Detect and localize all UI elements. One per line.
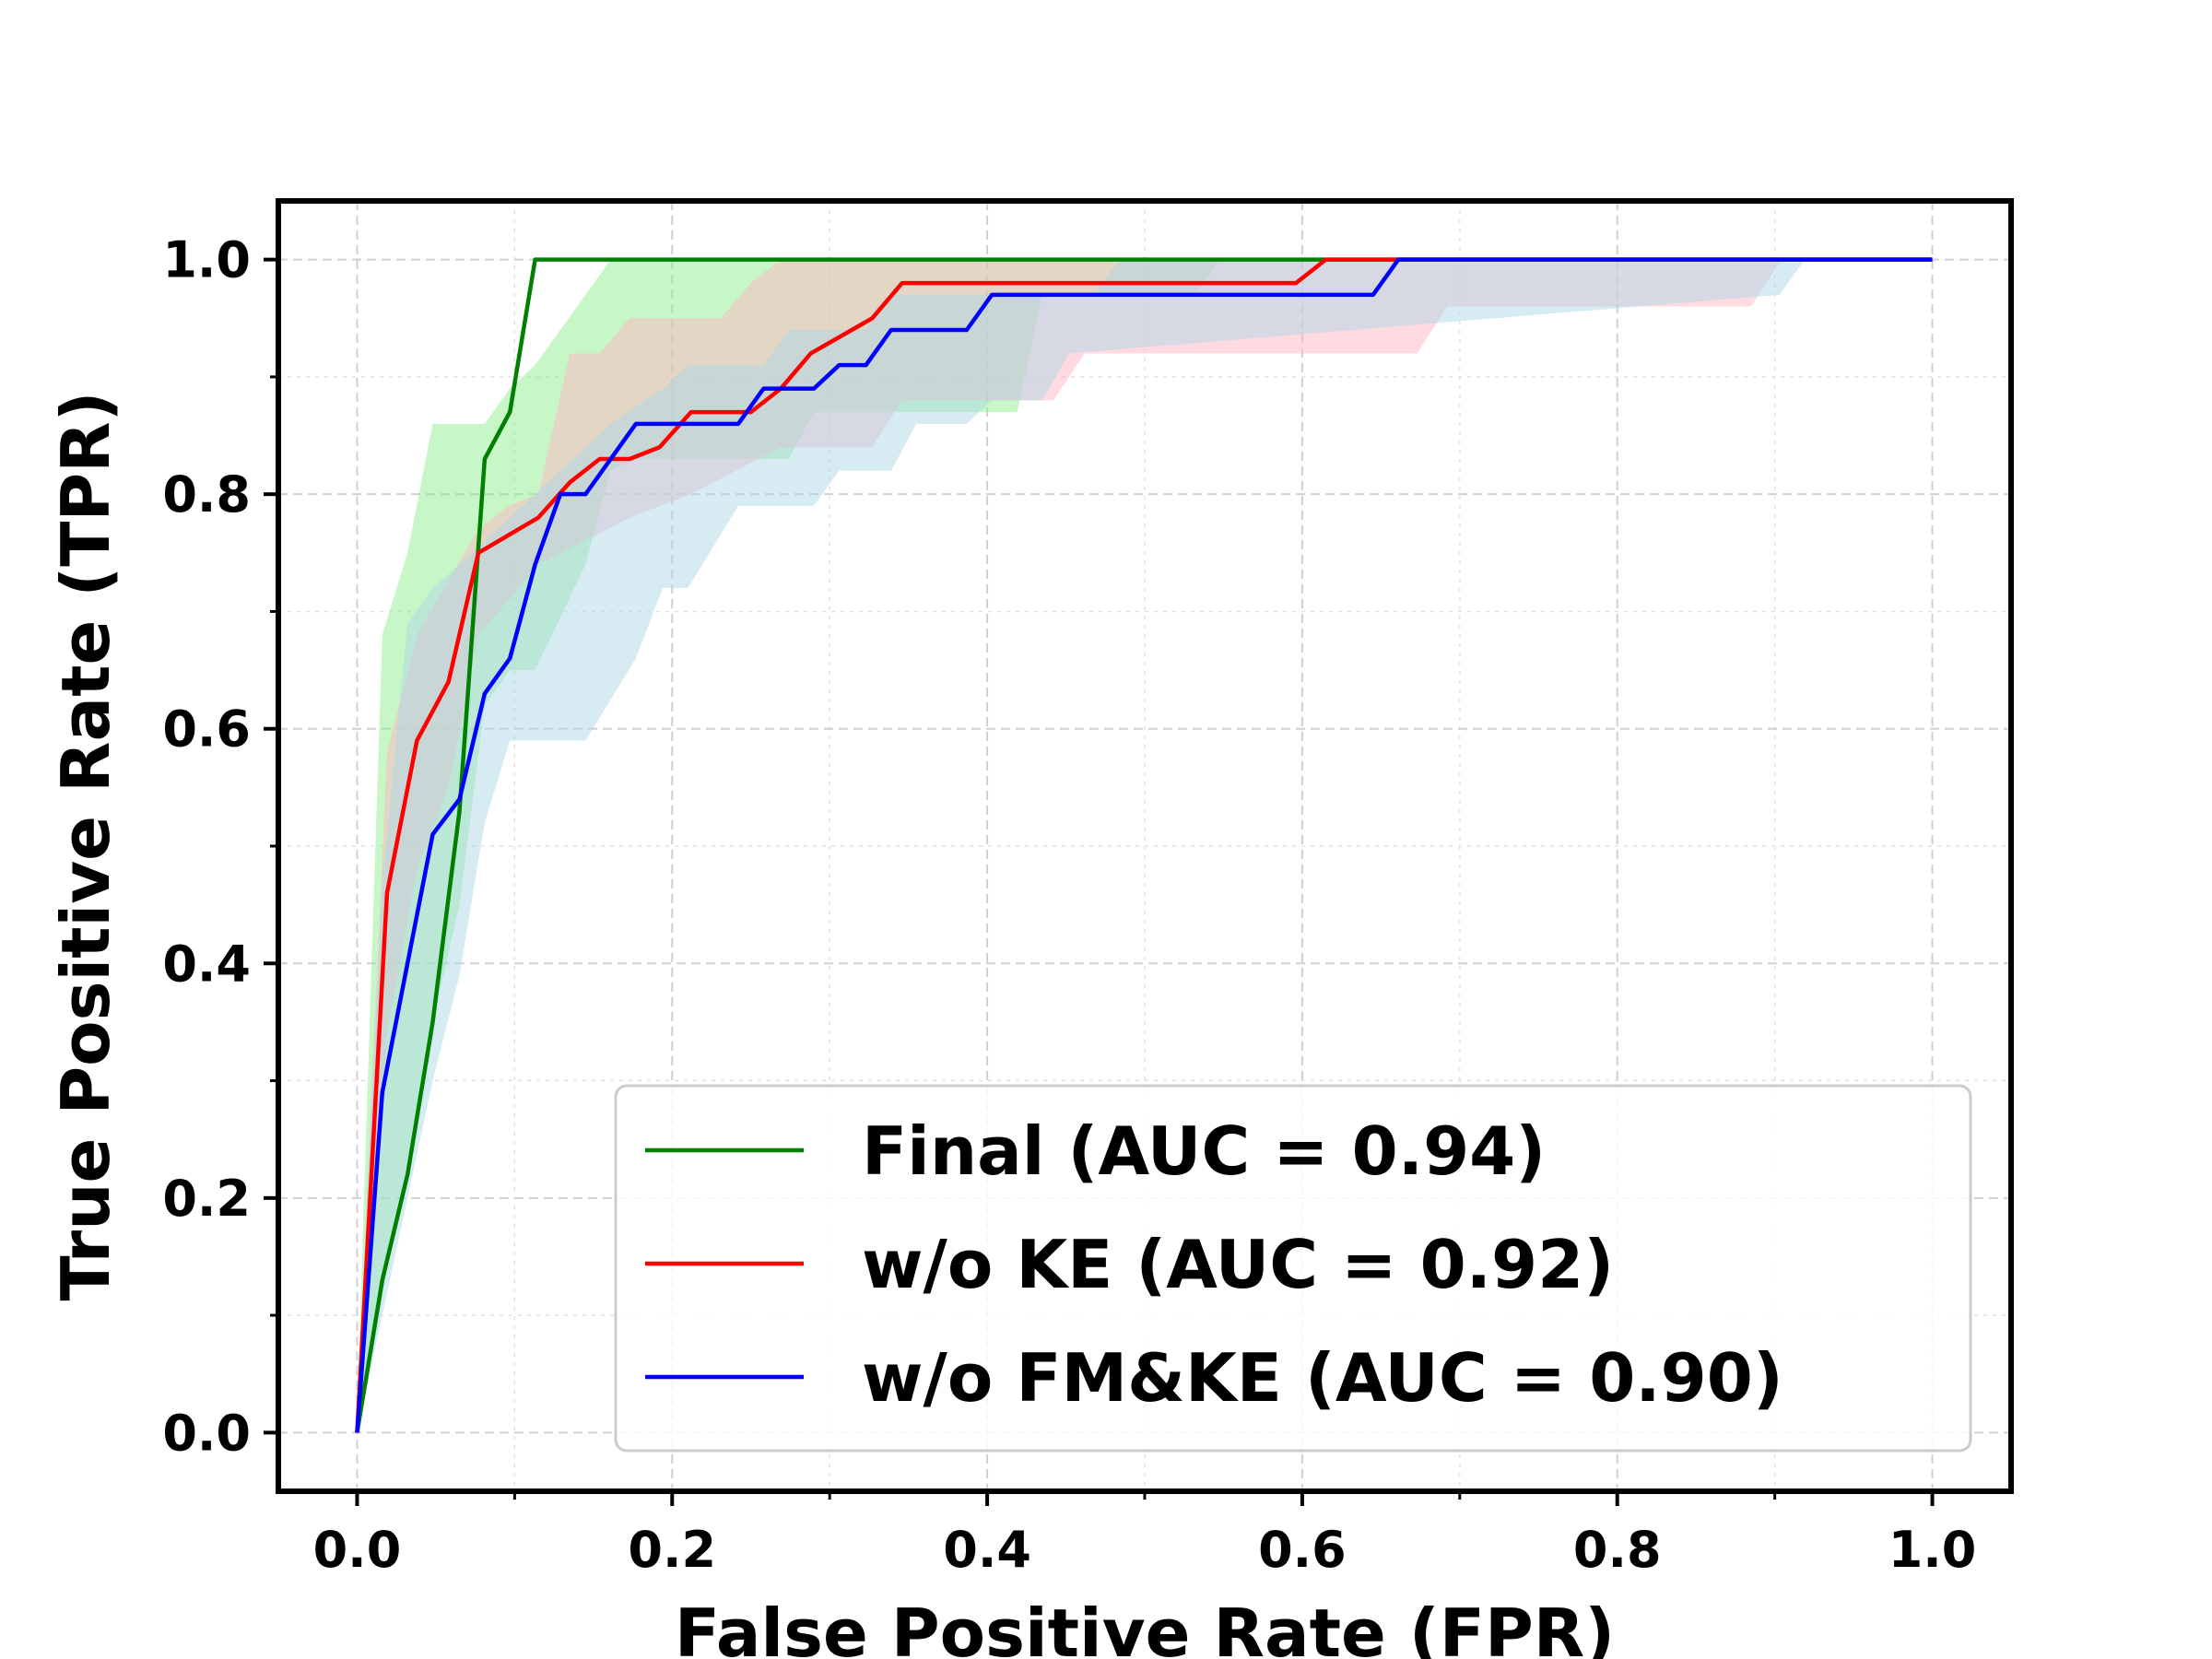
y-tick-label: 0.4 bbox=[162, 935, 251, 993]
x-axis-title: False Positive Rate (FPR) bbox=[675, 1594, 1615, 1659]
x-tick-label: 0.2 bbox=[628, 1521, 716, 1579]
y-tick-label: 0.2 bbox=[162, 1170, 251, 1228]
x-axis-ticks: 0.0 0.2 0.4 0.6 0.8 1.0 bbox=[313, 1491, 1977, 1579]
legend: Final (AUC = 0.94) w/o KE (AUC = 0.92) w/o… bbox=[614, 1084, 1972, 1453]
legend-label: w/o KE (AUC = 0.92) bbox=[862, 1226, 1614, 1303]
x-tick-label: 0.8 bbox=[1573, 1521, 1662, 1579]
roc-curve-line bbox=[355, 257, 1933, 1433]
x-tick-label: 0.6 bbox=[1258, 1521, 1347, 1579]
y-tick-label: 0.6 bbox=[162, 700, 251, 759]
y-tick-label: 0.0 bbox=[162, 1404, 251, 1462]
roc-curve-line bbox=[355, 257, 1933, 1433]
legend-label: Final (AUC = 0.94) bbox=[862, 1112, 1546, 1190]
x-tick-label: 1.0 bbox=[1888, 1521, 1977, 1579]
y-tick-label: 1.0 bbox=[162, 231, 251, 289]
legend-box bbox=[614, 1084, 1972, 1453]
roc-curve-line bbox=[355, 257, 1933, 1433]
roc-curves bbox=[355, 257, 1933, 1433]
x-tick-label: 0.0 bbox=[313, 1521, 402, 1579]
legend-label: w/o FM&KE (AUC = 0.90) bbox=[862, 1339, 1783, 1417]
y-axis-title: True Positive Rate (TPR) bbox=[47, 391, 124, 1300]
y-tick-label: 0.8 bbox=[162, 465, 251, 524]
y-axis-ticks: 0.0 0.2 0.4 0.6 0.8 1.0 bbox=[162, 231, 278, 1462]
x-tick-label: 0.4 bbox=[943, 1521, 1031, 1579]
